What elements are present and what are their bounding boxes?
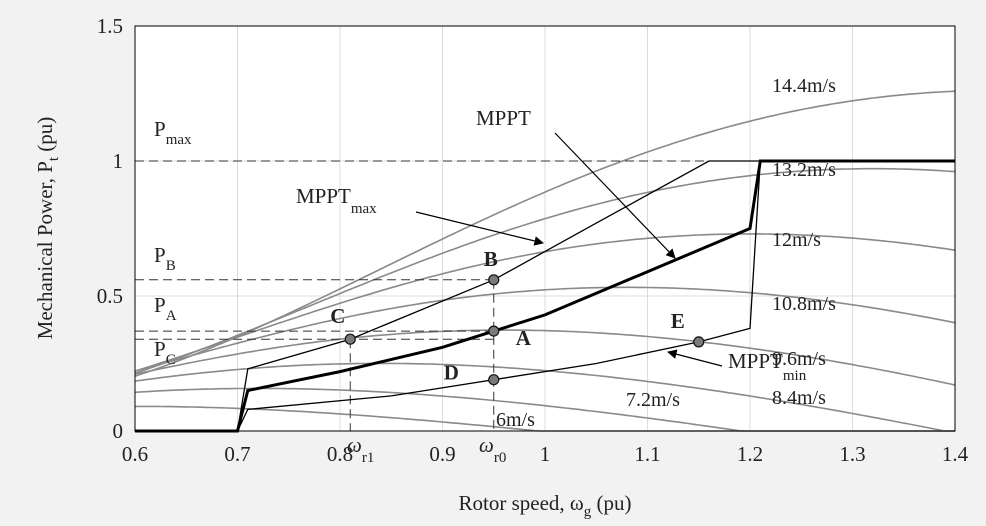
mppt-label: MPPT [476, 106, 531, 130]
y-tick-label: 0.5 [97, 284, 123, 308]
pc-label: PC [154, 337, 176, 368]
control-curve-MPPT_max [135, 160, 955, 432]
wind-label-6: 6m/s [496, 409, 535, 431]
omega-r1-label: ωr1 [347, 433, 374, 466]
x-axis-label: Rotor speed, ωg (pu) [459, 491, 632, 520]
point-E [693, 336, 705, 348]
power-level-lines [135, 160, 750, 431]
wind-label-9.6: 9.6m/s [772, 348, 826, 370]
point-C [344, 333, 356, 345]
point-label-E: E [671, 309, 685, 333]
y-tick-label: 0 [113, 419, 124, 443]
x-tick-label: 0.9 [429, 442, 455, 466]
x-tick-label: 1.4 [942, 442, 969, 466]
wind-curve-14.4m/s [134, 90, 956, 377]
wind-curve-8.4m/s [134, 362, 955, 432]
plot-frame [134, 25, 956, 432]
wind-labels: 14.4m/s 13.2m/s 12m/s 10.8m/s 9.6m/s 8.4… [496, 75, 836, 431]
wind-label-7.2: 7.2m/s [626, 389, 680, 411]
point-label-D: D [444, 361, 459, 385]
x-tick-label: 0.7 [224, 442, 250, 466]
mppt-max-arrow [415, 211, 544, 246]
mppt-min-label: MPPTmin [728, 349, 807, 384]
control-curve-MPPT_min [135, 160, 955, 432]
annotation-arrows [415, 132, 723, 367]
pa-label: PA [154, 293, 177, 324]
pmax-label: Pmax [154, 117, 192, 148]
point-B [488, 274, 500, 286]
wind-label-10.8: 10.8m/s [772, 293, 836, 315]
point-label-B: B [484, 247, 498, 271]
x-tick-label: 1.3 [839, 442, 865, 466]
y-tick-label: 1 [113, 149, 124, 173]
wind-label-12: 12m/s [772, 229, 821, 251]
y-tick-label: 1.5 [97, 14, 123, 38]
wind-curve-9.6m/s [134, 329, 956, 386]
point-A [488, 325, 500, 337]
operating-points: A B C D E [330, 247, 705, 386]
mppt-arrow [554, 132, 676, 259]
pb-label: PB [154, 243, 176, 274]
x-tick-label: 0.6 [122, 442, 148, 466]
wind-label-13.2: 13.2m/s [772, 159, 836, 181]
x-tick-label: 1 [540, 442, 551, 466]
point-label-A: A [516, 326, 532, 350]
x-tick-label: 1.1 [634, 442, 660, 466]
tick-labels: 0.6 0.7 0.8 0.9 1 1.1 1.2 1.3 1.4 0 0.5 1 1.5 [97, 14, 969, 466]
mppt-max-label: MPPTmax [296, 184, 377, 217]
mppt-min-arrow [667, 349, 723, 367]
y-axis-label: Mechanical Power, Pt (pu) [33, 117, 62, 340]
point-label-C: C [330, 304, 345, 328]
x-tick-label: 0.8 [327, 442, 353, 466]
wind-curve-10.8m/s [134, 286, 956, 372]
wind-label-8.4: 8.4m/s [772, 387, 826, 409]
x-tick-label: 1.2 [737, 442, 763, 466]
wind-label-14.4: 14.4m/s [772, 75, 836, 97]
point-D [488, 374, 500, 386]
omega-r0-label: ωr0 [479, 433, 506, 466]
